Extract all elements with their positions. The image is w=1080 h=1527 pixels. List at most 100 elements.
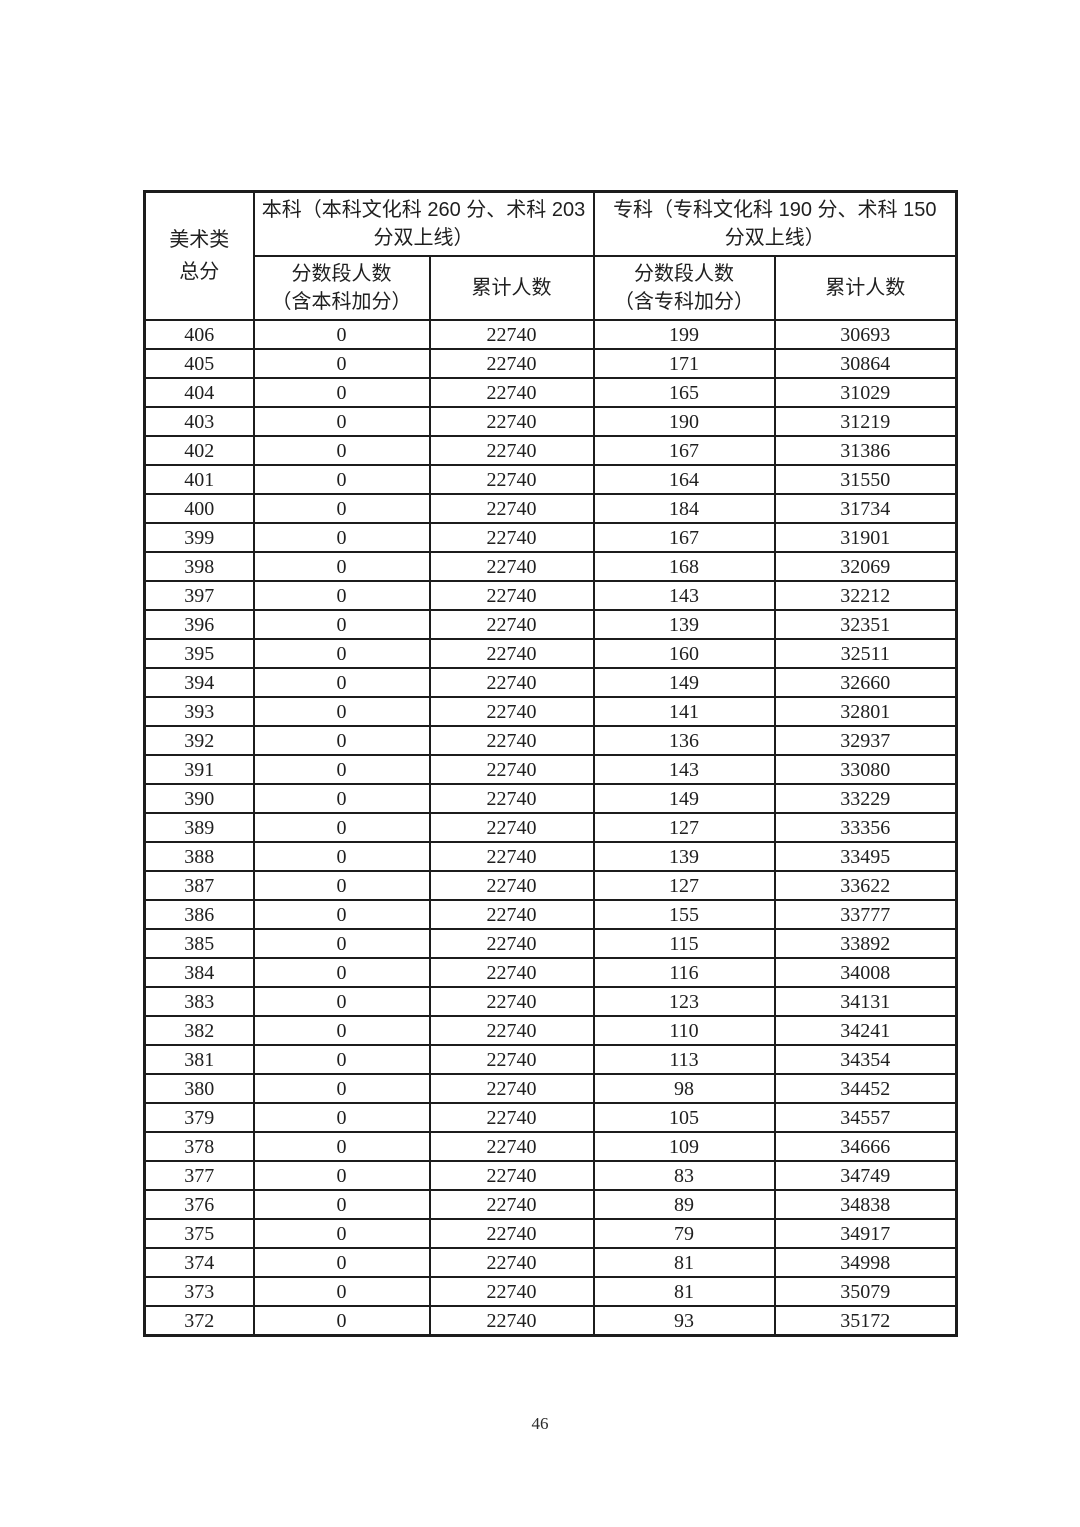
benke-cumulative-cell: 22740 xyxy=(428,841,595,872)
zhuanke-cumulative-cell: 34008 xyxy=(773,957,958,988)
benke-cumulative-cell: 22740 xyxy=(428,783,595,814)
benke-segment-cell: 0 xyxy=(252,1218,431,1249)
zhuanke-cumulative-cell: 30864 xyxy=(773,348,958,379)
zhuanke-segment-cell: 105 xyxy=(592,1102,776,1133)
table-row: 373 0 22740 81 35079 xyxy=(143,1276,958,1307)
zhuanke-segment-cell: 123 xyxy=(592,986,776,1017)
table-row: 377 0 22740 83 34749 xyxy=(143,1160,958,1191)
benke-cumulative-cell: 22740 xyxy=(428,406,595,437)
score-cell: 403 xyxy=(143,406,255,437)
table-row: 376 0 22740 89 34838 xyxy=(143,1189,958,1220)
score-cell: 384 xyxy=(143,957,255,988)
benke-cumulative-cell: 22740 xyxy=(428,899,595,930)
table-row: 388 0 22740 139 33495 xyxy=(143,841,958,872)
benke-cumulative-cell: 22740 xyxy=(428,1276,595,1307)
benke-cumulative-cell: 22740 xyxy=(428,928,595,959)
zhuanke-cumulative-cell: 33777 xyxy=(773,899,958,930)
zhuanke-cumulative-cell: 34452 xyxy=(773,1073,958,1104)
score-cell: 399 xyxy=(143,522,255,553)
score-cell: 387 xyxy=(143,870,255,901)
zhuanke-segment-cell: 115 xyxy=(592,928,776,959)
zhuanke-segment-cell: 143 xyxy=(592,580,776,611)
benke-segment-cell: 0 xyxy=(252,377,431,408)
score-cell: 381 xyxy=(143,1044,255,1075)
table-row: 406 0 22740 199 30693 xyxy=(143,319,958,350)
benke-cumulative-cell: 22740 xyxy=(428,580,595,611)
zhuanke-segment-cell: 143 xyxy=(592,754,776,785)
score-cell: 405 xyxy=(143,348,255,379)
zhuanke-cumulative-cell: 32351 xyxy=(773,609,958,640)
zhuanke-cumulative-cell: 33622 xyxy=(773,870,958,901)
table-row: 399 0 22740 167 31901 xyxy=(143,522,958,553)
zhuanke-cumulative-cell: 32937 xyxy=(773,725,958,756)
zhuanke-cumulative-cell: 34131 xyxy=(773,986,958,1017)
table-row: 392 0 22740 136 32937 xyxy=(143,725,958,756)
zhuanke-segment-cell: 127 xyxy=(592,870,776,901)
benke-segment-cell: 0 xyxy=(252,899,431,930)
benke-segment-cell: 0 xyxy=(252,754,431,785)
score-cell: 393 xyxy=(143,696,255,727)
score-cell: 402 xyxy=(143,435,255,466)
table-body: 406 0 22740 199 30693 405 0 22740 171 30864 404 0 22… xyxy=(143,319,958,1337)
benke-cumulative-cell: 22740 xyxy=(428,1247,595,1278)
benke-segment-cell: 0 xyxy=(252,725,431,756)
zhuanke-cumulative-cell: 34557 xyxy=(773,1102,958,1133)
zhuanke-cumulative-cell: 33356 xyxy=(773,812,958,843)
benke-segment-cell: 0 xyxy=(252,435,431,466)
table-row: 385 0 22740 115 33892 xyxy=(143,928,958,959)
zhuanke-cumulative-cell: 35172 xyxy=(773,1305,958,1337)
zhuanke-cumulative-cell: 31734 xyxy=(773,493,958,524)
score-cell: 380 xyxy=(143,1073,255,1104)
table-row: 389 0 22740 127 33356 xyxy=(143,812,958,843)
zhuanke-segment-cell: 168 xyxy=(592,551,776,582)
benke-cumulative-cell: 22740 xyxy=(428,1044,595,1075)
zhuanke-cumulative-cell: 33229 xyxy=(773,783,958,814)
benke-segment-cell: 0 xyxy=(252,1305,431,1337)
zhuanke-segment-cell: 190 xyxy=(592,406,776,437)
table-row: 397 0 22740 143 32212 xyxy=(143,580,958,611)
score-cell: 395 xyxy=(143,638,255,669)
benke-segment-cell: 0 xyxy=(252,464,431,495)
benke-segment-cell: 0 xyxy=(252,348,431,379)
benke-segment-cell: 0 xyxy=(252,522,431,553)
group-header-benke: 本科（本科文化科 260 分、术科 203 分双上线） xyxy=(252,190,595,257)
benke-segment-cell: 0 xyxy=(252,1276,431,1307)
zhuanke-segment-cell: 127 xyxy=(592,812,776,843)
score-cell: 377 xyxy=(143,1160,255,1191)
zhuanke-segment-cell: 141 xyxy=(592,696,776,727)
zhuanke-segment-cell: 149 xyxy=(592,783,776,814)
zhuanke-cumulative-cell: 34917 xyxy=(773,1218,958,1249)
score-cell: 372 xyxy=(143,1305,255,1337)
score-cell: 406 xyxy=(143,319,255,350)
benke-cumulative-cell: 22740 xyxy=(428,1015,595,1046)
zhuanke-segment-cell: 139 xyxy=(592,609,776,640)
zhuanke-cumulative-cell: 34838 xyxy=(773,1189,958,1220)
zhuanke-cumulative-cell: 32801 xyxy=(773,696,958,727)
benke-segment-cell: 0 xyxy=(252,696,431,727)
score-cell: 396 xyxy=(143,609,255,640)
group-header-zhuanke: 专科（专科文化科 190 分、术科 150 分双上线） xyxy=(592,190,958,257)
score-cell: 397 xyxy=(143,580,255,611)
table-row: 380 0 22740 98 34452 xyxy=(143,1073,958,1104)
zhuanke-cumulative-cell: 34749 xyxy=(773,1160,958,1191)
score-cell: 392 xyxy=(143,725,255,756)
benke-segment-cell: 0 xyxy=(252,1073,431,1104)
zhuanke-cumulative-cell: 32511 xyxy=(773,638,958,669)
table-row: 394 0 22740 149 32660 xyxy=(143,667,958,698)
table-row: 379 0 22740 105 34557 xyxy=(143,1102,958,1133)
zhuanke-segment-cell: 164 xyxy=(592,464,776,495)
zhuanke-segment-cell: 81 xyxy=(592,1276,776,1307)
table-row: 382 0 22740 110 34241 xyxy=(143,1015,958,1046)
zhuanke-segment-cell: 167 xyxy=(592,435,776,466)
table-row: 402 0 22740 167 31386 xyxy=(143,435,958,466)
benke-segment-cell: 0 xyxy=(252,493,431,524)
zhuanke-segment-cell: 139 xyxy=(592,841,776,872)
benke-segment-cell: 0 xyxy=(252,580,431,611)
benke-segment-cell: 0 xyxy=(252,870,431,901)
zhuanke-segment-cell: 109 xyxy=(592,1131,776,1162)
benke-segment-cell: 0 xyxy=(252,928,431,959)
zhuanke-segment-cell: 81 xyxy=(592,1247,776,1278)
score-cell: 388 xyxy=(143,841,255,872)
zhuanke-segment-cell: 136 xyxy=(592,725,776,756)
zhuanke-segment-cell: 110 xyxy=(592,1015,776,1046)
